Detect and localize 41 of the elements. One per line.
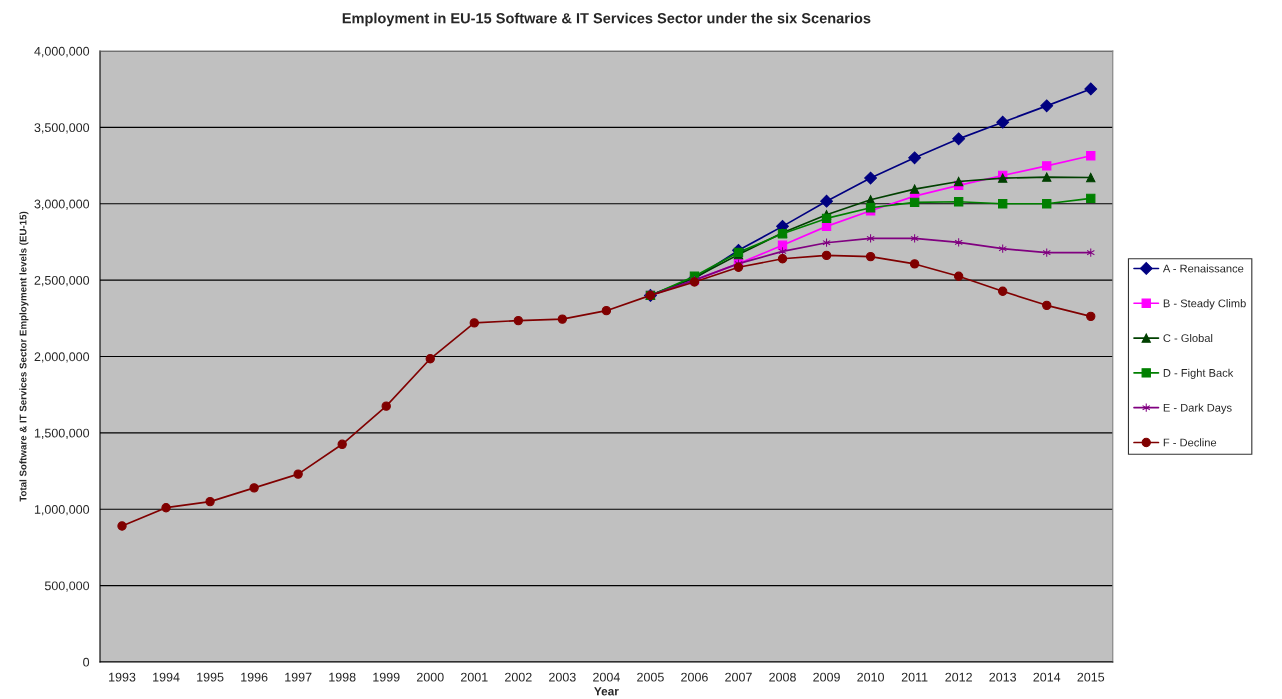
legend-label: B - Steady Climb (1163, 299, 1246, 310)
x-tick-label: 2013 (989, 672, 1017, 682)
x-tick-label: 2010 (857, 672, 885, 682)
x-tick-label: 2011 (901, 672, 928, 682)
y-tick-label: 1,000,000 (34, 505, 90, 516)
legend-label: C - Global (1163, 333, 1213, 343)
y-tick-label: 500,000 (44, 581, 90, 592)
y-axis-title: Total Software & IT Services Sector Employment levels (EU-15) (19, 211, 29, 502)
x-tick-label: 2014 (1033, 672, 1061, 682)
legend-label: F - Decline (1163, 438, 1217, 447)
x-tick-label: 2001 (461, 672, 488, 682)
y-tick-label: 4,000,000 (34, 46, 90, 58)
x-tick-label: 1999 (373, 672, 400, 682)
x-tick-label: 1995 (197, 672, 224, 682)
x-tick-label: 1998 (329, 672, 356, 682)
y-tick-label: 2,500,000 (34, 275, 90, 287)
x-tick-label: 2008 (769, 672, 796, 682)
x-tick-label: 2009 (813, 672, 840, 682)
x-tick-label: 1996 (241, 672, 268, 682)
x-tick-label: 2003 (549, 672, 576, 682)
x-tick-label: 1994 (153, 672, 180, 682)
x-axis-title: Year (594, 687, 619, 696)
chart-title: Employment in EU-15 Software & IT Services Sector under the six Scenarios (342, 12, 871, 27)
x-tick-label: 2005 (637, 672, 664, 682)
legend-label: D - Fight Back (1163, 368, 1234, 380)
x-tick-label: 2015 (1077, 672, 1105, 682)
x-tick-label: 2002 (505, 672, 532, 682)
x-tick-label: 2000 (416, 672, 444, 682)
y-tick-label: 1,500,000 (34, 428, 90, 439)
x-tick-label: 2012 (945, 672, 972, 682)
x-tick-label: 1993 (109, 672, 136, 682)
y-tick-label: 0 (83, 657, 90, 667)
x-tick-label: 2006 (681, 672, 708, 682)
x-tick-label: 2007 (725, 672, 752, 682)
legend-label: E - Dark Days (1163, 403, 1232, 414)
y-tick-label: 2,000,000 (34, 352, 90, 363)
y-tick-label: 3,500,000 (34, 123, 90, 134)
x-tick-label: 2004 (593, 672, 620, 682)
y-tick-label: 3,000,000 (34, 199, 90, 210)
x-tick-label: 1997 (285, 672, 312, 682)
legend-label: A - Renaissance (1162, 264, 1244, 273)
